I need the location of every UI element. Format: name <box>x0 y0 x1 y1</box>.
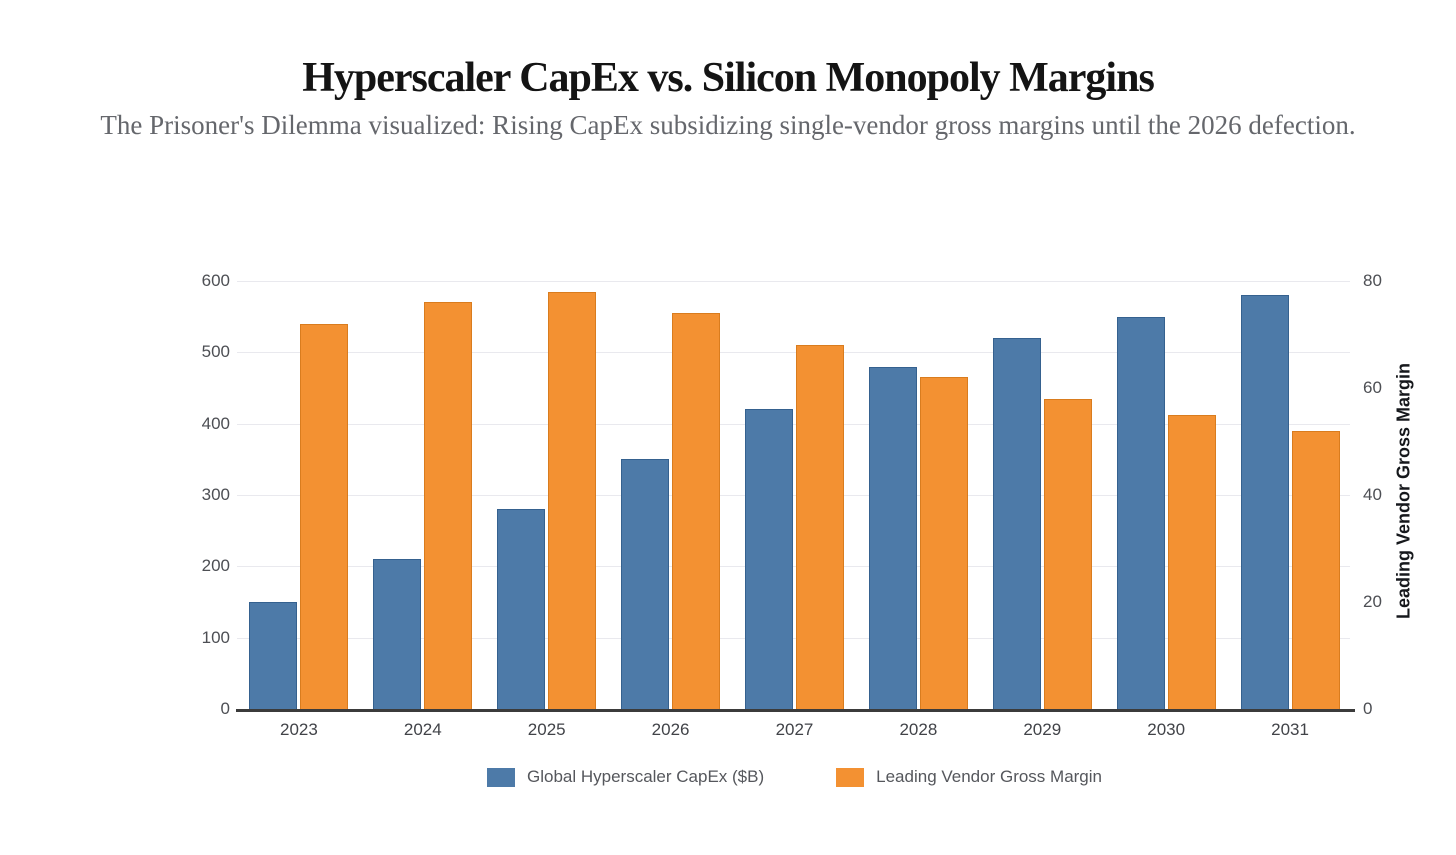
legend-label: Leading Vendor Gross Margin <box>876 767 1102 786</box>
right-axis-tick-label: 20 <box>1363 592 1382 611</box>
bar-2030-capex <box>1116 316 1165 709</box>
x-axis-tick-label: 2028 <box>899 720 938 739</box>
x-axis-tick-label: 2030 <box>1147 720 1186 739</box>
bar-2023-capex <box>249 602 298 709</box>
bar-2024-margin <box>424 302 473 709</box>
legend-label: Global Hyperscaler CapEx ($B) <box>526 767 765 786</box>
gridline <box>237 495 1350 496</box>
chart-title: Hyperscaler CapEx vs. Silicon Monopoly M… <box>302 55 1155 101</box>
bar-2026-margin <box>672 313 721 709</box>
x-axis-tick-label: 2026 <box>651 720 690 739</box>
gridline <box>237 281 1350 282</box>
bar-2025-margin <box>548 291 597 709</box>
left-axis-tick-label: 0 <box>220 699 230 718</box>
left-axis-tick-label: 100 <box>201 627 230 647</box>
legend-swatch-icon <box>836 767 865 787</box>
bar-2031-margin <box>1291 430 1340 709</box>
bar-2029-capex <box>992 338 1041 709</box>
chart-legend: Global Hyperscaler CapEx ($B) Leading Ven… <box>237 767 1352 787</box>
legend-item: Global Hyperscaler CapEx ($B) <box>486 767 765 787</box>
right-axis-tick-label: 60 <box>1363 378 1382 397</box>
gridline <box>237 637 1350 639</box>
bar-2028-capex <box>868 366 917 709</box>
right-axis-tick-label: 0 <box>1363 699 1373 718</box>
x-axis-tick-label: 2029 <box>1023 720 1062 739</box>
bar-2027-capex <box>745 409 793 709</box>
left-axis-tick-label: 600 <box>201 271 230 290</box>
legend-item: Leading Vendor Gross Margin <box>836 767 1102 787</box>
right-axis-tick-label: 80 <box>1363 271 1382 290</box>
left-axis-tick-label: 300 <box>201 485 230 504</box>
gridline <box>237 566 1350 568</box>
right-axis-tick-label: 40 <box>1363 485 1382 504</box>
gridline <box>237 352 1350 354</box>
x-axis-tick-label: 2031 <box>1271 720 1309 739</box>
bar-2031-capex <box>1240 295 1289 709</box>
x-axis-tick-label: 2025 <box>527 720 566 739</box>
bar-2023-margin <box>300 323 349 709</box>
chart-subtitle: The Prisoner's Dilemma visualized: Risin… <box>100 110 1356 140</box>
left-axis-tick-label: 400 <box>201 413 230 433</box>
x-axis-tick-label: 2023 <box>280 720 318 739</box>
gridline <box>237 423 1350 425</box>
bar-2028-margin <box>919 377 968 709</box>
bar-2030-margin <box>1167 414 1216 709</box>
bar-2029-margin <box>1043 398 1092 709</box>
bar-2025-capex <box>497 509 546 709</box>
left-axis-tick-label: 200 <box>201 556 230 576</box>
x-axis-line <box>236 709 1355 712</box>
bar-2026-capex <box>621 459 670 709</box>
x-axis-tick-label: 2024 <box>403 720 442 739</box>
bar-2024-capex <box>373 559 422 709</box>
left-axis-tick-label: 500 <box>201 342 230 362</box>
bar-2027-margin <box>796 345 844 709</box>
x-axis-tick-label: 2027 <box>775 720 814 739</box>
legend-swatch-icon <box>486 767 515 787</box>
